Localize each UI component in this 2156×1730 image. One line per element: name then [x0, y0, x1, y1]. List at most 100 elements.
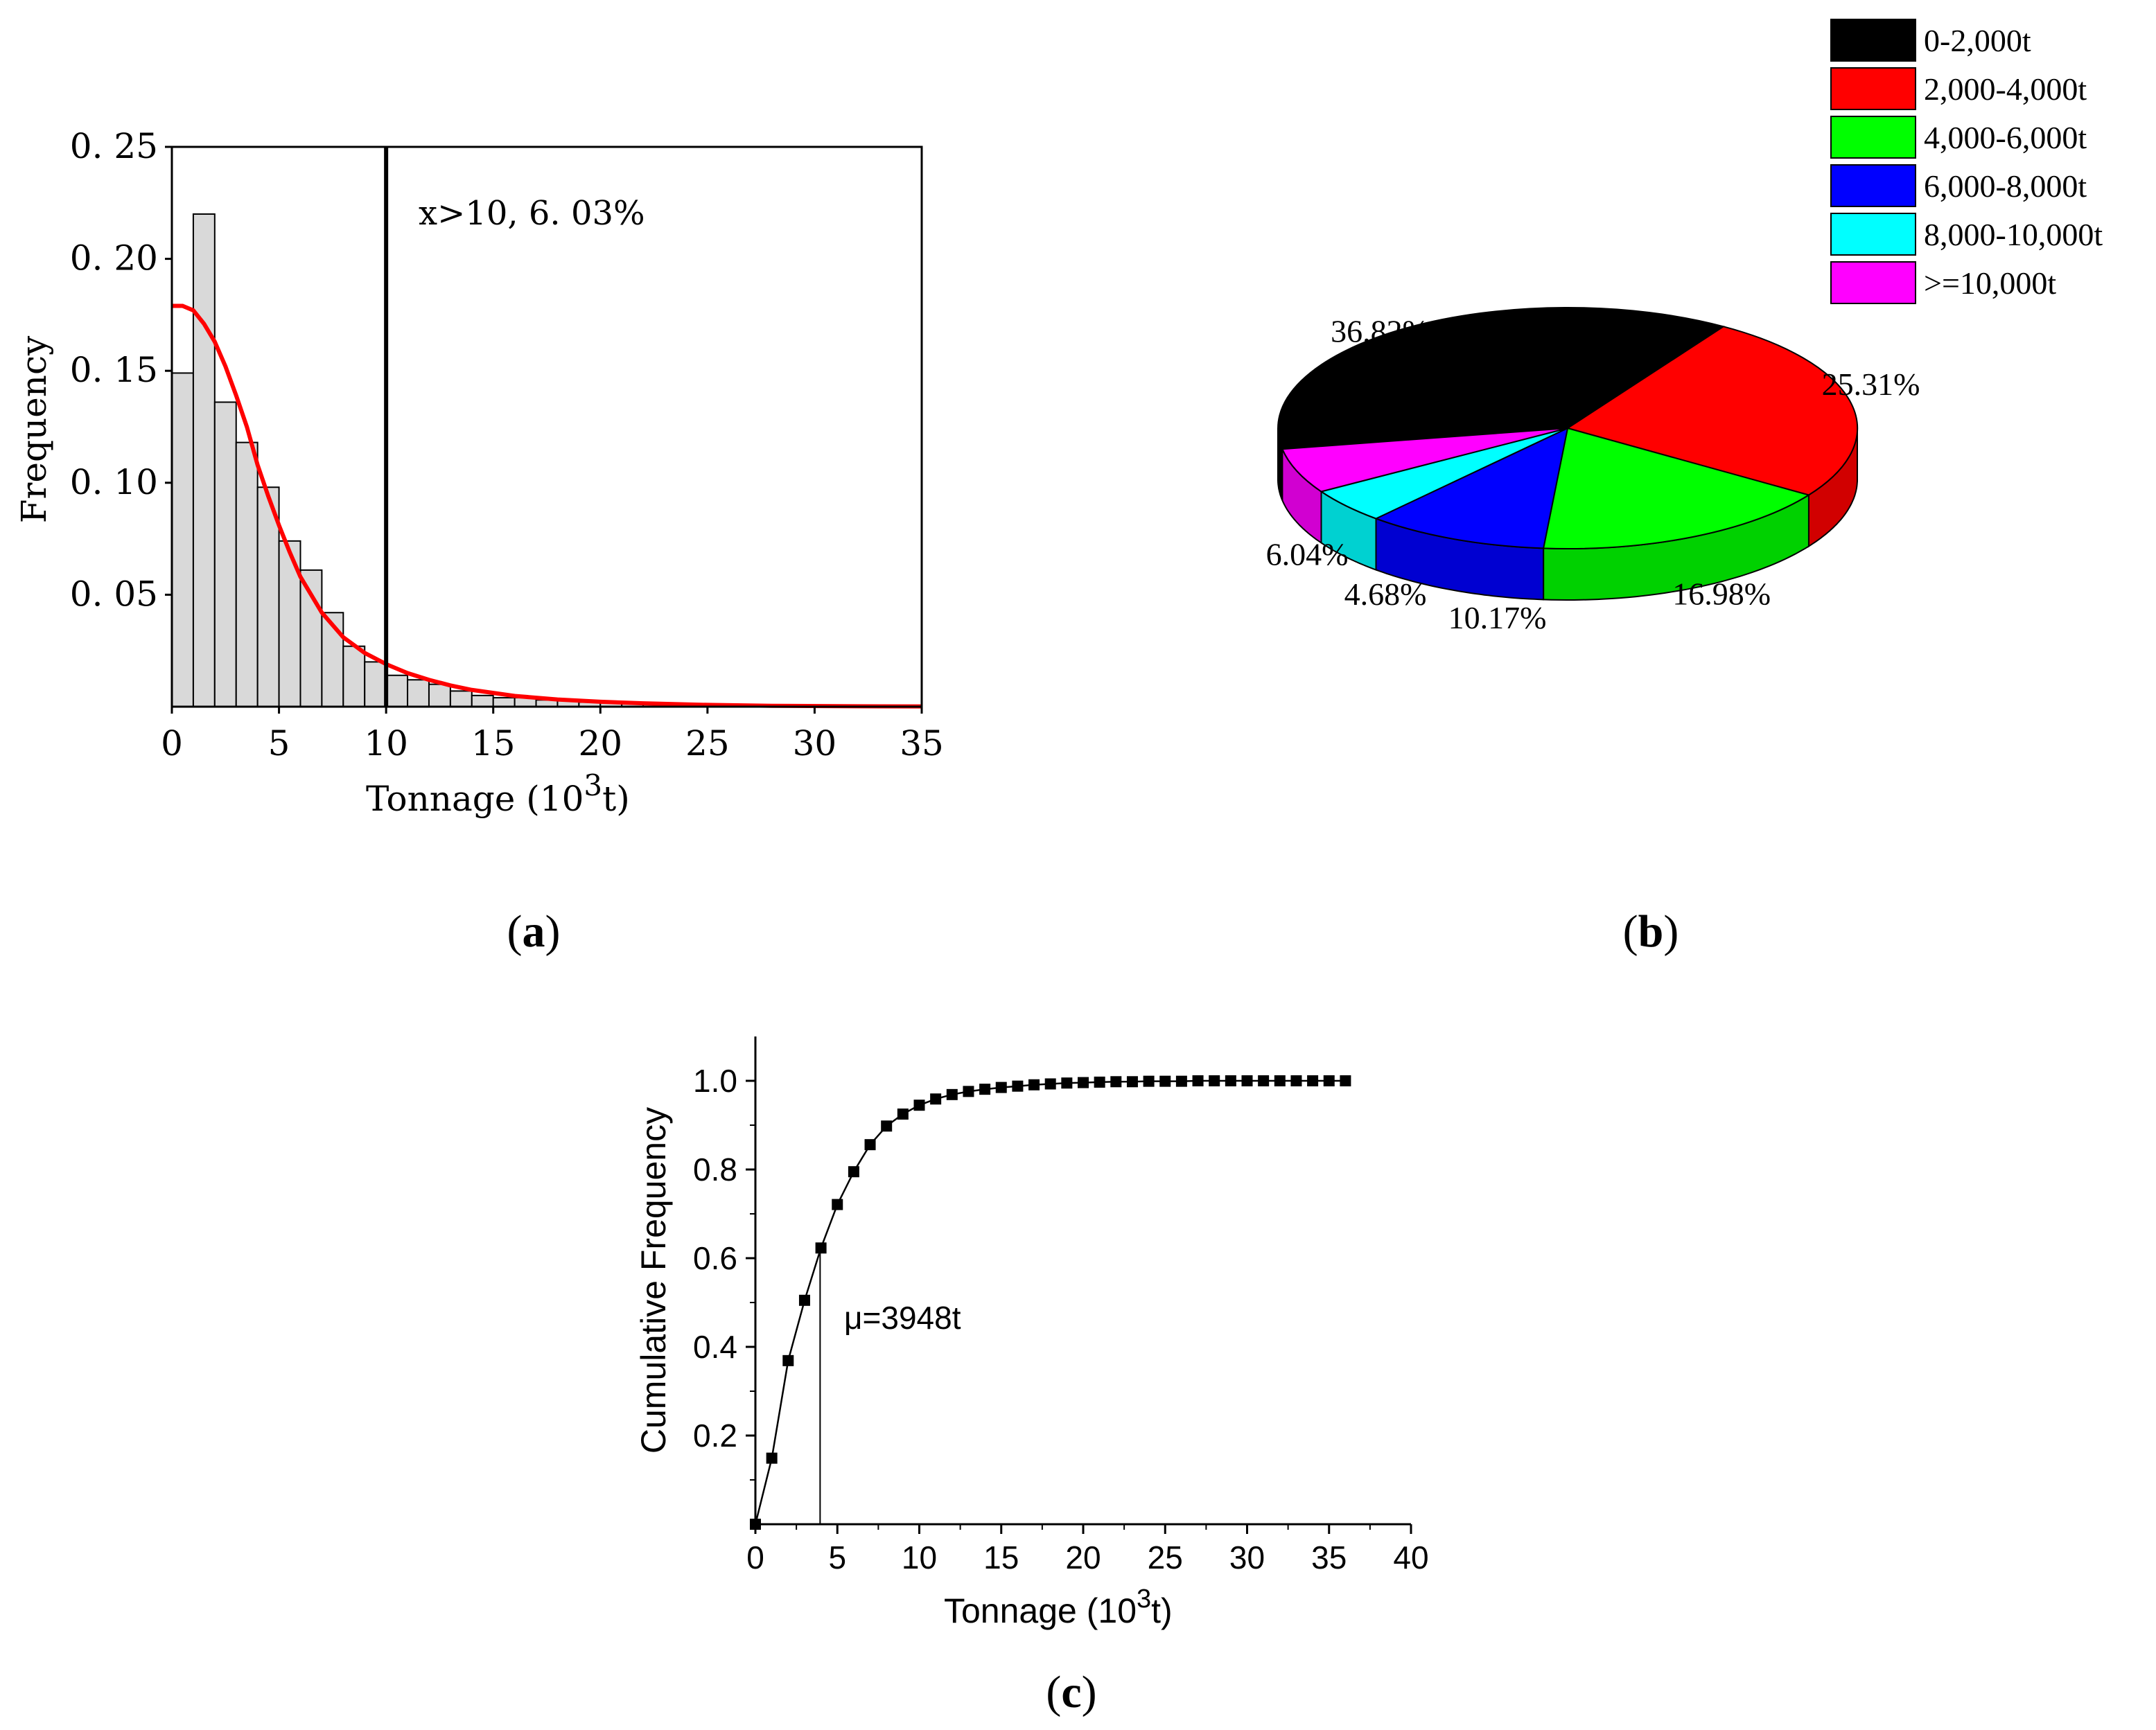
- histogram-bar: [471, 694, 494, 708]
- legend-swatch: [1830, 67, 1916, 110]
- cumulative-marker: [798, 1294, 810, 1306]
- cumulative-marker: [815, 1242, 827, 1254]
- x-tick-label: 25: [685, 723, 730, 764]
- cumulative-marker: [864, 1139, 876, 1151]
- legend-swatch: [1830, 213, 1916, 256]
- legend-label: 8,000-10,000t: [1924, 217, 2103, 252]
- cumulative-marker: [832, 1199, 843, 1210]
- x-tick-label: 35: [1311, 1539, 1347, 1575]
- cumulative-y-ticks: 0.2 0.4 0.6 0.8 1.0: [693, 1063, 755, 1481]
- histogram-bar: [213, 401, 237, 707]
- histogram-bar: [407, 679, 430, 708]
- histogram-bar: [428, 683, 451, 707]
- cumulative-marker: [1340, 1075, 1351, 1086]
- fitted-density-curve: [172, 303, 922, 709]
- legend-swatch: [1830, 116, 1916, 159]
- pie-panel: 0-2,000t 2,000-4,000t 4,000-6,000t 6,000-8,…: [1266, 19, 2103, 957]
- histogram-bar: [192, 213, 216, 707]
- x-tick-label: 30: [793, 723, 837, 764]
- y-tick-label: 0. 05: [70, 574, 158, 614]
- legend-label: 6,000-8,000t: [1924, 168, 2087, 204]
- histogram-x-axis-label: Tonnage (103t): [366, 768, 630, 819]
- pie-slice: [1281, 427, 1568, 493]
- cumulative-marker: [1307, 1075, 1319, 1086]
- cumulative-marker: [1028, 1079, 1040, 1091]
- histogram-bars: [171, 213, 773, 708]
- x-tick-label: 15: [983, 1539, 1019, 1575]
- histogram-bar: [449, 690, 473, 707]
- histogram-x-ticks: 0 5 10 15 20 25 30 35: [161, 707, 944, 764]
- x-tick-label: 20: [578, 723, 622, 764]
- cumulative-marker: [1061, 1077, 1073, 1089]
- x-tick-label: 40: [1393, 1539, 1428, 1575]
- y-tick-label: 0. 20: [70, 238, 158, 279]
- pie-slice: [1542, 427, 1811, 550]
- cumulative-marker: [913, 1100, 925, 1111]
- cumulative-marker: [1192, 1075, 1204, 1086]
- histogram-bar: [235, 441, 258, 708]
- pie-slice: [1566, 326, 1859, 496]
- cumulative-marker: [782, 1354, 794, 1366]
- pie-percent-label: 10.17%: [1448, 600, 1547, 635]
- cumulative-marker: [1078, 1077, 1089, 1088]
- x-tick-label: 30: [1229, 1539, 1265, 1575]
- pie-percent-label: 4.68%: [1344, 576, 1427, 612]
- y-tick-label: 0.6: [693, 1240, 737, 1276]
- x-tick-label: 25: [1148, 1539, 1183, 1575]
- pie-percent-label: 16.98%: [1672, 576, 1771, 612]
- panel-c-label: (c): [1046, 1667, 1096, 1718]
- cumulative-marker: [930, 1093, 942, 1105]
- y-tick-label: 1.0: [693, 1063, 737, 1099]
- cumulative-marker: [881, 1120, 893, 1132]
- histogram-bar: [364, 661, 387, 707]
- cumulative-marker: [1323, 1075, 1335, 1086]
- cumulative-marker: [766, 1452, 778, 1464]
- legend-swatch: [1830, 164, 1916, 207]
- cumulative-marker: [1126, 1076, 1138, 1088]
- histogram-annotation: x>10, 6. 03%: [419, 194, 645, 233]
- panel-b-label: (b): [1623, 906, 1679, 957]
- pie-percent-labels: 36.82% 25.31% 16.98% 10.17% 4.68% 6.04%: [1266, 313, 1920, 635]
- cumulative-marker: [848, 1166, 859, 1178]
- pie-chart: [1277, 306, 1859, 601]
- cumulative-annotation: μ=3948t: [844, 1300, 961, 1336]
- y-tick-label: 0. 15: [70, 350, 158, 390]
- legend-swatch: [1830, 261, 1916, 304]
- x-tick-label: 5: [828, 1539, 846, 1575]
- legend-label: >=10,000t: [1924, 265, 2056, 301]
- histogram-y-ticks: 0. 05 0. 10 0. 15 0. 20 0. 25: [70, 126, 172, 614]
- cumulative-marker: [1044, 1078, 1056, 1090]
- legend-label: 2,000-4,000t: [1924, 71, 2087, 107]
- x-tick-label: 0: [746, 1539, 764, 1575]
- legend-label: 0-2,000t: [1924, 23, 2031, 58]
- histogram-bar: [342, 645, 366, 708]
- x-tick-label: 20: [1065, 1539, 1101, 1575]
- legend-swatch: [1830, 19, 1916, 62]
- x-tick-label: 10: [902, 1539, 937, 1575]
- cumulative-marker: [1241, 1075, 1253, 1086]
- x-tick-label: 10: [364, 723, 408, 764]
- cumulative-marker: [1175, 1075, 1187, 1087]
- cumulative-marker: [1225, 1075, 1236, 1086]
- pie-percent-label: 25.31%: [1822, 367, 1920, 402]
- histogram-bar: [492, 697, 516, 708]
- y-tick-label: 0. 10: [70, 462, 158, 502]
- x-tick-label: 5: [268, 723, 290, 764]
- x-tick-label: 35: [900, 723, 944, 764]
- cumulative-marker: [1258, 1075, 1270, 1086]
- pie-legend: 0-2,000t 2,000-4,000t 4,000-6,000t 6,000-8,…: [1830, 19, 2103, 304]
- cumulative-x-ticks: 0 5 10 15 20 25 30 35 40: [746, 1524, 1429, 1575]
- histogram-panel: 0 5 10 15 20 25 30 35 0. 05 0. 10 0. 15 0. 20 0. 25…: [14, 126, 944, 957]
- cumulative-y-axis-label: Cumulative Frequency: [634, 1107, 673, 1454]
- x-tick-label: 0: [161, 723, 183, 764]
- cumulative-marker: [979, 1084, 991, 1095]
- cumulative-marker: [963, 1086, 974, 1097]
- cumulative-marker: [1290, 1075, 1302, 1086]
- histogram-plot-frame: [170, 145, 923, 708]
- histogram-bar: [299, 569, 323, 708]
- cumulative-marker: [1159, 1075, 1171, 1087]
- legend-label: 4,000-6,000t: [1924, 120, 2087, 155]
- y-tick-label: 0.2: [693, 1418, 737, 1454]
- cumulative-panel: 0 5 10 15 20 25 30 35 40 0.2 0.4 0.6 0.8 1.0 μ=3948t…: [634, 1036, 1429, 1718]
